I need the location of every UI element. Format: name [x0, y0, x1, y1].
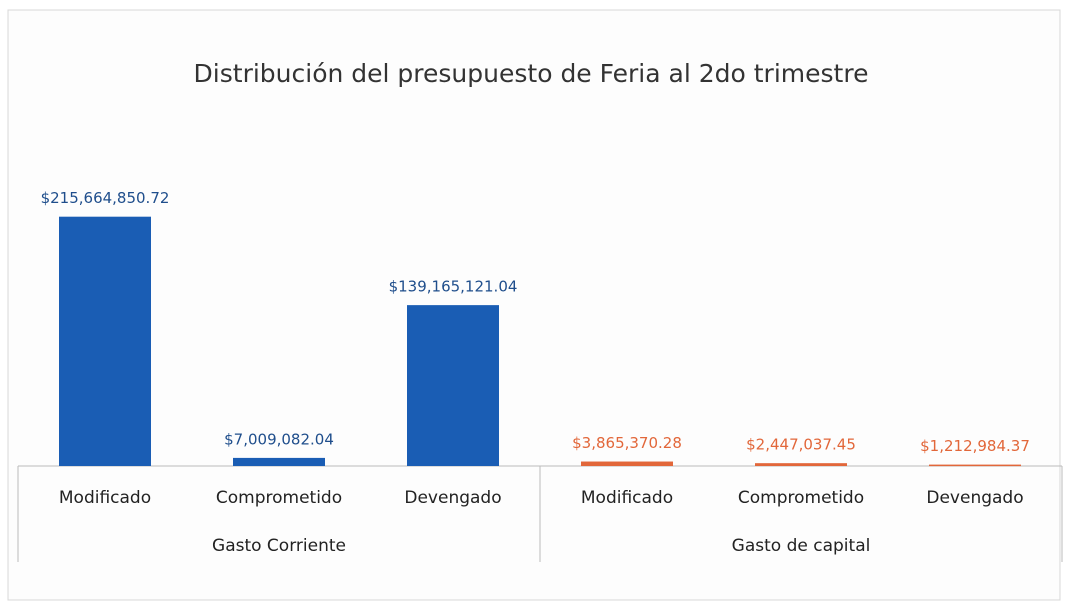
data-label: $3,865,370.28 — [572, 434, 682, 452]
x-tick-label: Devengado — [404, 488, 501, 508]
bar — [581, 461, 673, 466]
data-label: $139,165,121.04 — [389, 278, 518, 296]
bar — [407, 305, 499, 466]
data-label: $7,009,082.04 — [224, 430, 334, 448]
bar — [59, 216, 151, 466]
bar — [755, 463, 847, 466]
data-label: $1,212,984.37 — [920, 437, 1030, 455]
x-tick-label: Modificado — [59, 488, 151, 508]
x-tick-label: Comprometido — [738, 488, 864, 508]
bar — [233, 457, 325, 466]
data-label: $2,447,037.45 — [746, 436, 856, 454]
chart-frame — [7, 9, 1061, 601]
group-label: Gasto de capital — [732, 536, 871, 556]
data-label: $215,664,850.72 — [41, 189, 170, 207]
chart-title: Distribución del presupuesto de Feria al… — [194, 59, 869, 88]
x-tick-label: Modificado — [581, 488, 673, 508]
x-tick-label: Devengado — [926, 488, 1023, 508]
group-label: Gasto Corriente — [212, 536, 346, 556]
bar — [929, 464, 1021, 467]
x-tick-label: Comprometido — [216, 488, 342, 508]
